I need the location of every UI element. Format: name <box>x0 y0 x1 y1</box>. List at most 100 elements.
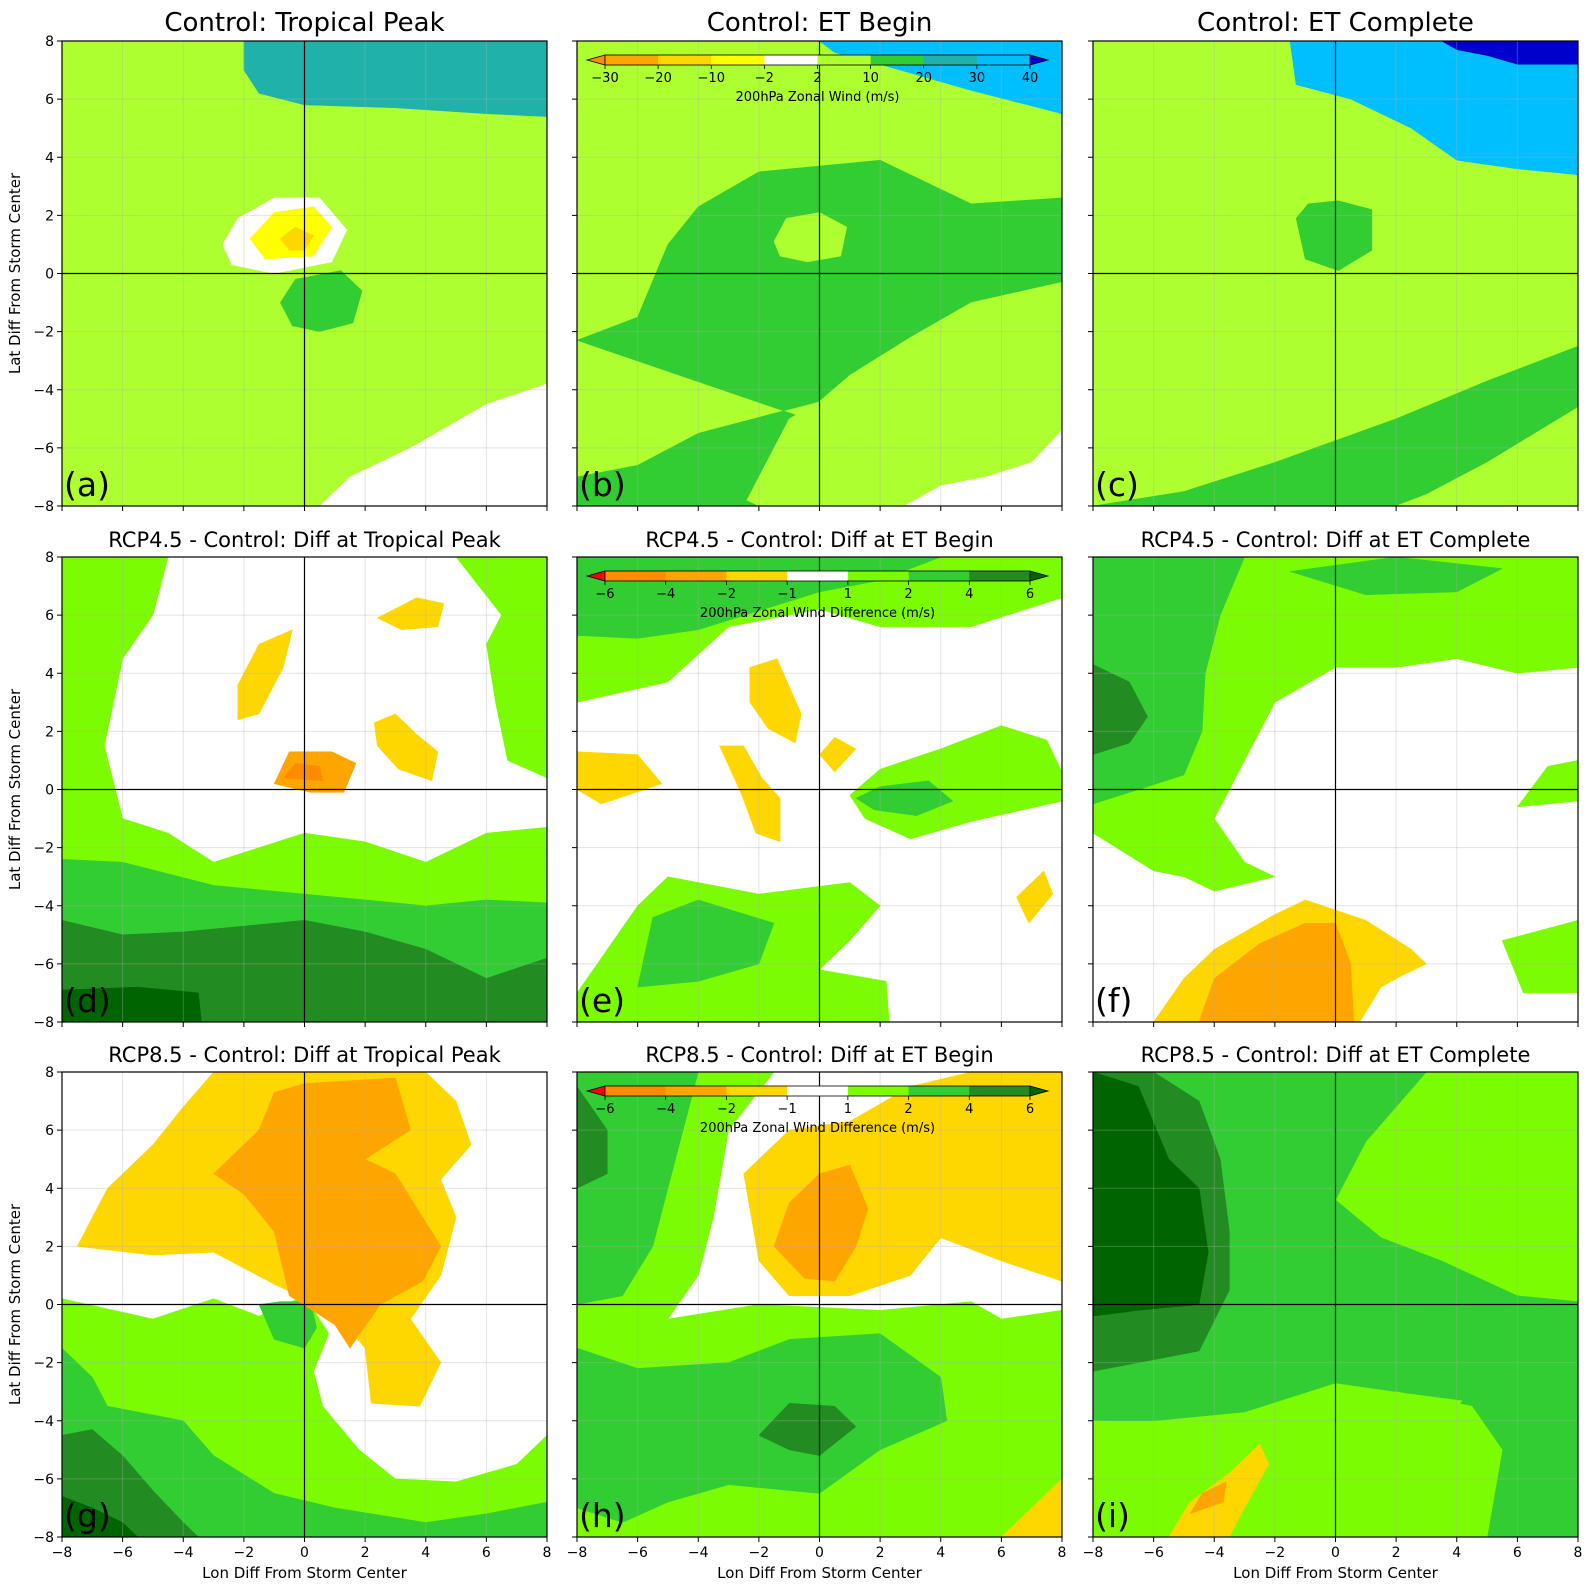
y-tick-label: 8 <box>45 550 54 566</box>
colorbar-tick-label: 20 <box>915 71 932 86</box>
x-tick-label: 2 <box>1392 1545 1401 1561</box>
contour-region <box>577 1333 948 1523</box>
contour-region <box>455 557 547 779</box>
panel-letter: (d) <box>64 981 111 1020</box>
x-tick-label: 6 <box>997 1545 1006 1561</box>
y-axis-label: Lat Diff From Storm Center <box>6 172 24 374</box>
panel-title: RCP4.5 - Control: Diff at ET Complete <box>1141 528 1531 552</box>
contour-region <box>1517 760 1578 808</box>
colorbar-segment <box>665 571 727 581</box>
x-tick-label: 8 <box>1058 1545 1067 1561</box>
colorbar-segment <box>969 1086 1031 1096</box>
y-tick-label: 6 <box>45 92 54 108</box>
contour-region <box>1295 200 1373 271</box>
colorbar-segment <box>665 1086 727 1096</box>
contour-region <box>1289 557 1503 596</box>
colorbar-tick-label: −1 <box>778 587 797 602</box>
colorbar-tick-label: 6 <box>1026 1102 1034 1117</box>
y-tick-label: −2 <box>33 325 54 341</box>
colorbar-tick-label: −30 <box>591 71 618 86</box>
panel-letter: (f) <box>1095 981 1132 1020</box>
contour-region <box>1093 1072 1209 1317</box>
colorbar-tick-label: −4 <box>656 587 675 602</box>
x-axis-label: Lon Diff From Storm Center <box>1233 1564 1438 1582</box>
contour-region <box>1093 664 1148 755</box>
x-tick-label: 4 <box>421 1545 430 1561</box>
colorbar-tick-label: 6 <box>1026 587 1034 602</box>
contour-region <box>1398 1086 1567 1195</box>
contour-region <box>237 629 293 721</box>
colorbar-tick-label: 4 <box>965 1102 973 1117</box>
y-tick-label: −6 <box>33 441 54 457</box>
contour-region <box>1093 557 1245 805</box>
colorbar-tick-label: −2 <box>755 71 774 86</box>
x-tick-label: 0 <box>815 1545 824 1561</box>
panel-title: Control: Tropical Peak <box>164 8 444 38</box>
contour-region <box>758 1403 857 1456</box>
x-tick-label: −8 <box>1083 1545 1104 1561</box>
panel-c: Control: ET Complete (c) <box>1088 8 1579 511</box>
colorbar-segment <box>847 571 910 581</box>
contour-region <box>637 899 775 988</box>
contour-region <box>1501 920 1578 994</box>
colorbar-tick-label: 40 <box>1022 71 1039 86</box>
colorbar-tick-label: 2 <box>904 1102 912 1117</box>
x-tick-label: −2 <box>749 1545 770 1561</box>
contour-region <box>773 212 848 263</box>
x-tick-label: −6 <box>1143 1545 1164 1561</box>
panel-title: RCP8.5 - Control: Diff at Tropical Peak <box>108 1043 501 1067</box>
y-tick-label: 2 <box>45 724 54 740</box>
colorbar-tick-label: 30 <box>969 71 986 86</box>
x-tick-label: 0 <box>300 1545 309 1561</box>
y-tick-label: −8 <box>33 1530 54 1546</box>
y-tick-label: 0 <box>45 267 54 283</box>
colorbar-tick-label: 4 <box>965 587 973 602</box>
colorbar-segment <box>870 55 925 65</box>
colorbar-tick-label: −2 <box>717 587 736 602</box>
contour-region <box>1093 818 1276 892</box>
contour-region <box>258 1301 317 1349</box>
contour-region <box>243 41 547 117</box>
x-tick-label: 0 <box>1331 1545 1340 1561</box>
colorbar-frame <box>604 570 1031 582</box>
colorbar-segment <box>764 55 818 65</box>
contour-region <box>319 383 547 506</box>
colorbar-label: 200hPa Zonal Wind Difference (m/s) <box>700 1121 935 1136</box>
y-tick-label: −8 <box>33 1015 54 1031</box>
colorbar-segment <box>726 1086 788 1096</box>
panel-title: RCP8.5 - Control: Diff at ET Complete <box>1141 1043 1531 1067</box>
y-tick-label: −2 <box>33 1356 54 1372</box>
contour-region <box>280 226 314 251</box>
y-tick-label: −2 <box>33 841 54 857</box>
colorbar-tick-label: −20 <box>644 71 671 86</box>
x-tick-label: −4 <box>688 1545 709 1561</box>
contour-region <box>1289 41 1578 175</box>
contour-region <box>1441 41 1578 65</box>
x-axis-label: Lon Diff From Storm Center <box>202 1564 407 1582</box>
colorbar-segment <box>817 55 872 65</box>
colorbar-diff: −6 −4 −2 −1 1 2 4 6 200hPa Zonal Wind Difference… <box>585 1085 1050 1136</box>
x-tick-label: 2 <box>876 1545 885 1561</box>
panel-i: −8 −6 −4 −2 0 2 4 6 8 RCP8.5 - Control: Diff at E… <box>1083 1043 1583 1561</box>
y-tick-label: 0 <box>45 1298 54 1314</box>
y-tick-label: −4 <box>33 899 54 915</box>
contour-region <box>1016 870 1054 924</box>
panel-letter: (e) <box>579 981 625 1020</box>
contour-region <box>62 1347 547 1537</box>
x-tick-label: −2 <box>234 1545 255 1561</box>
colorbar-tick-label: 2 <box>904 587 912 602</box>
panel-d: −8 −6 −4 −2 0 2 4 6 8 RCP4.5 - Control: Diff at T… <box>33 528 548 1031</box>
x-tick-label: −8 <box>52 1545 73 1561</box>
x-tick-label: 4 <box>936 1545 945 1561</box>
colorbar-tick-label: −6 <box>595 1102 614 1117</box>
y-tick-label: −6 <box>33 1472 54 1488</box>
colorbar-segment <box>908 571 970 581</box>
panel-g: −8−8 −6 −6 −4 −4 −2 −2 0 0 2 2 4 4 6 6 8 8 RCP8.5 - Contr… <box>33 1043 551 1561</box>
y-tick-label: −4 <box>33 1414 54 1430</box>
y-tick-label: 4 <box>45 150 54 166</box>
colorbar-segment <box>923 55 978 65</box>
colorbar-tick-label: 10 <box>862 71 879 86</box>
contour-region <box>213 1077 442 1349</box>
y-tick-label: 8 <box>45 34 54 50</box>
colorbar-segment <box>787 1086 849 1096</box>
